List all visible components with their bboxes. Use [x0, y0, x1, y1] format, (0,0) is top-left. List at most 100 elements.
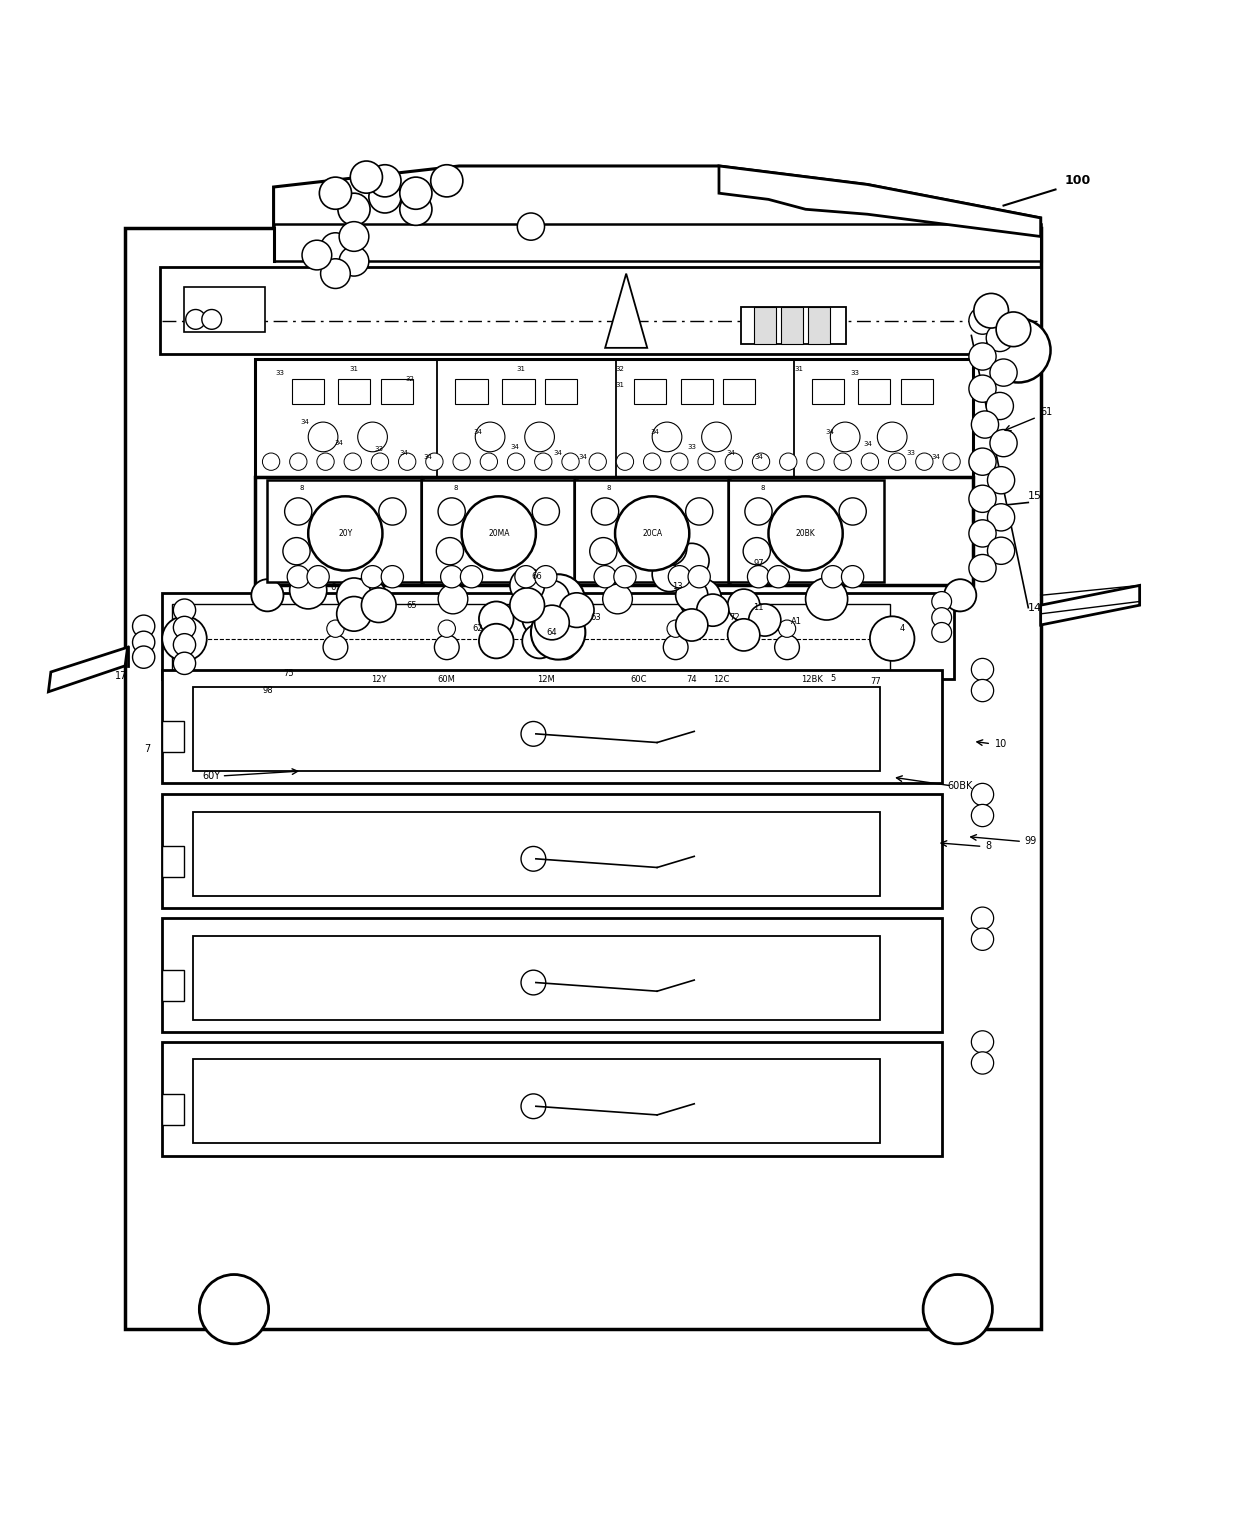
Text: 8: 8 [760, 484, 765, 490]
Text: 13: 13 [672, 583, 682, 592]
Circle shape [521, 721, 546, 747]
Circle shape [399, 194, 432, 226]
Text: 64: 64 [547, 629, 557, 636]
Circle shape [987, 504, 1014, 530]
Circle shape [971, 1051, 993, 1074]
Circle shape [806, 578, 848, 619]
Bar [162, 721, 185, 753]
Text: 77: 77 [870, 678, 882, 687]
Text: 32: 32 [615, 366, 625, 372]
Circle shape [288, 566, 310, 587]
Bar [544, 378, 577, 404]
Circle shape [753, 453, 770, 470]
Circle shape [133, 646, 155, 669]
Circle shape [534, 566, 557, 587]
Circle shape [968, 307, 996, 334]
Text: 33: 33 [275, 369, 284, 375]
Bar [193, 936, 880, 1019]
Circle shape [614, 566, 636, 587]
Circle shape [749, 604, 781, 636]
Text: 66: 66 [532, 572, 542, 581]
Text: 31: 31 [350, 366, 358, 372]
Circle shape [671, 453, 688, 470]
Circle shape [944, 579, 976, 612]
Circle shape [562, 453, 579, 470]
Circle shape [174, 616, 196, 638]
Bar [162, 1094, 185, 1125]
Circle shape [971, 784, 993, 805]
Circle shape [652, 530, 687, 566]
Bar [185, 287, 265, 332]
Circle shape [345, 578, 387, 619]
Circle shape [479, 624, 513, 658]
Circle shape [290, 453, 308, 470]
Circle shape [532, 498, 559, 526]
Circle shape [680, 578, 722, 619]
Circle shape [324, 635, 347, 659]
Text: 99: 99 [1024, 836, 1037, 847]
Circle shape [556, 619, 573, 638]
Circle shape [479, 601, 513, 636]
Text: 34: 34 [650, 429, 660, 435]
Circle shape [425, 453, 443, 470]
Circle shape [968, 343, 996, 370]
Circle shape [725, 453, 743, 470]
Bar [255, 476, 972, 586]
Bar [728, 480, 884, 581]
Circle shape [202, 309, 222, 329]
Circle shape [862, 453, 879, 470]
Circle shape [971, 804, 993, 827]
Text: 75: 75 [283, 669, 294, 678]
Circle shape [915, 453, 932, 470]
Bar [900, 378, 932, 404]
Circle shape [835, 453, 852, 470]
Circle shape [942, 453, 960, 470]
Circle shape [438, 498, 465, 526]
Circle shape [702, 423, 732, 452]
Circle shape [923, 1274, 992, 1343]
Text: 61: 61 [1040, 407, 1053, 417]
Text: 20MA: 20MA [489, 529, 510, 538]
Circle shape [552, 635, 577, 659]
Text: 34: 34 [727, 450, 735, 456]
Circle shape [430, 164, 463, 197]
Bar [781, 307, 804, 344]
Text: 8: 8 [986, 841, 992, 851]
Circle shape [971, 410, 998, 438]
Bar [754, 307, 776, 344]
Circle shape [743, 538, 770, 564]
Circle shape [521, 970, 546, 994]
Text: A1: A1 [791, 616, 802, 626]
Text: 14: 14 [1028, 603, 1042, 613]
Circle shape [986, 324, 1013, 352]
Polygon shape [1040, 586, 1140, 626]
Text: 60C: 60C [630, 675, 647, 684]
Circle shape [440, 566, 463, 587]
Polygon shape [48, 647, 128, 692]
Circle shape [290, 572, 327, 609]
Text: 12M: 12M [537, 675, 554, 684]
Circle shape [531, 575, 585, 629]
Circle shape [590, 538, 618, 564]
Text: 65: 65 [407, 601, 418, 610]
Circle shape [780, 453, 797, 470]
Circle shape [507, 453, 525, 470]
Circle shape [534, 606, 569, 639]
Circle shape [460, 566, 482, 587]
Circle shape [769, 496, 843, 570]
Text: 60BK: 60BK [947, 781, 973, 792]
Circle shape [453, 453, 470, 470]
Circle shape [676, 579, 708, 612]
Circle shape [986, 318, 1050, 383]
Circle shape [174, 599, 196, 621]
Circle shape [327, 619, 343, 638]
Polygon shape [719, 166, 1040, 237]
Text: 8: 8 [453, 484, 458, 490]
Circle shape [652, 556, 687, 592]
Circle shape [379, 498, 405, 526]
Circle shape [968, 486, 996, 512]
Circle shape [357, 423, 387, 452]
Text: 74: 74 [687, 675, 697, 684]
Circle shape [534, 581, 569, 615]
Circle shape [668, 566, 691, 587]
